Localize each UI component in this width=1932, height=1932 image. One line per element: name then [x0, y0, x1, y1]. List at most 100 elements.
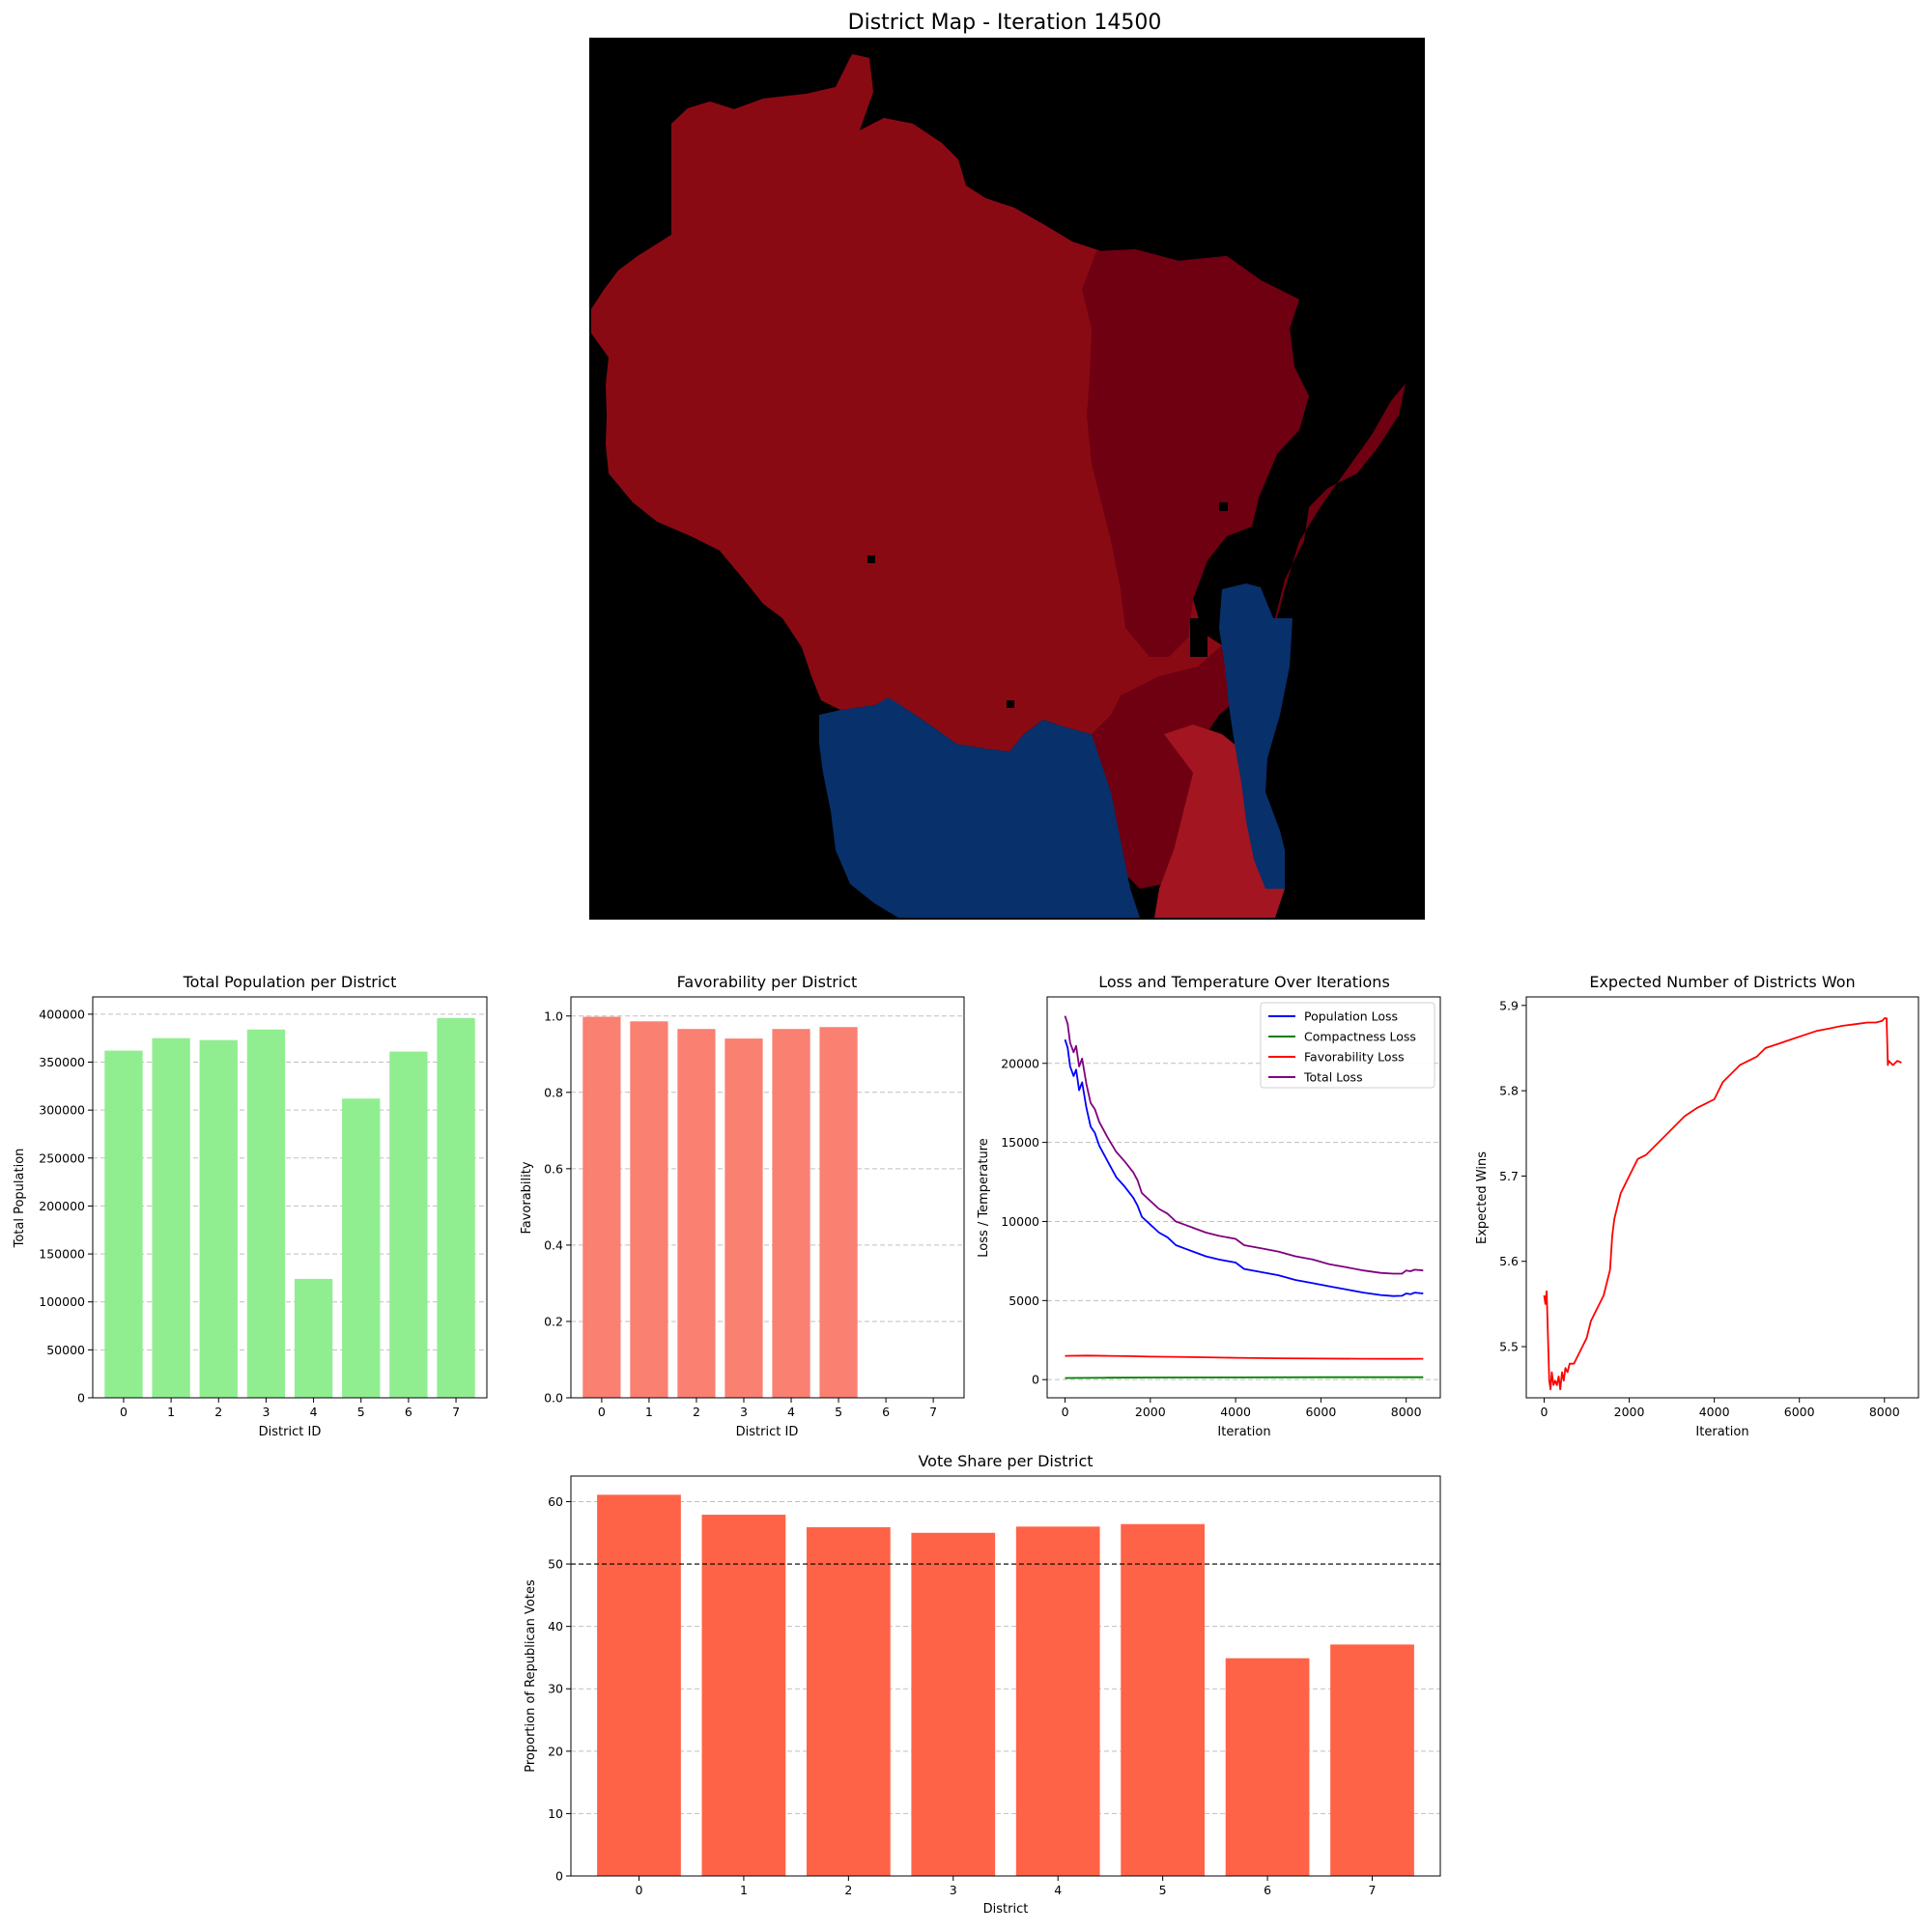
fav-x-tick-label: 4	[787, 1405, 795, 1419]
pop-bar	[294, 1278, 333, 1398]
fav-bar	[772, 1029, 810, 1398]
population-x-axis-label: District ID	[259, 1425, 322, 1439]
vote-share-chart-title: Vote Share per District	[918, 1452, 1093, 1470]
loss-y-tick-label: 5000	[1009, 1293, 1039, 1308]
expected-wins-y-axis-label: Expected Wins	[1475, 1151, 1490, 1244]
favorability-chart-title: Favorability per District	[677, 973, 858, 991]
vote-y-tick-label: 40	[548, 1619, 563, 1634]
loss-series-line-0	[1064, 1038, 1424, 1297]
vote-bar	[597, 1494, 681, 1876]
wins-x-tick-label: 2000	[1614, 1405, 1645, 1419]
vote-x-tick-label: 3	[950, 1883, 957, 1897]
pop-bar	[104, 1050, 143, 1398]
district-region-dark-red-east	[1082, 249, 1309, 657]
vote-share-chart: Vote Share per District 0 10 20 30 40 50 60 0 1…	[524, 1452, 1441, 1917]
fav-bar	[677, 1029, 716, 1398]
vote-x-tick-label: 6	[1264, 1883, 1271, 1897]
fav-x-tick-label: 6	[882, 1405, 890, 1419]
pop-bar	[437, 1017, 475, 1398]
wins-x-tick-label: 8000	[1869, 1405, 1900, 1419]
wins-y-tick-label: 5.7	[1499, 1169, 1519, 1183]
loss-series-line-3	[1064, 1015, 1424, 1275]
district-region-blue-southwest	[819, 697, 1140, 918]
district-map-regions	[591, 54, 1406, 918]
loss-chart-title: Loss and Temperature Over Iterations	[1098, 973, 1390, 991]
wins-x-tick-label: 0	[1541, 1405, 1548, 1419]
pop-x-tick-label: 5	[357, 1405, 365, 1419]
loss-x-tick-label: 8000	[1391, 1405, 1422, 1419]
favorability-chart: Favorability per District 0.0 0.2 0.4 0.6 0.…	[520, 973, 965, 1439]
pop-bar	[389, 1051, 428, 1398]
expected-wins-chart: Expected Number of Districts Won 5.5 5.6 5…	[1475, 973, 1919, 1439]
expected-wins-chart-title: Expected Number of Districts Won	[1589, 973, 1855, 991]
pop-y-tick-label: 0	[77, 1391, 85, 1406]
pop-x-tick-label: 1	[167, 1405, 175, 1419]
fav-x-tick-label: 7	[929, 1405, 937, 1419]
fav-y-tick-label: 0.6	[544, 1161, 563, 1176]
fav-bar	[630, 1021, 668, 1398]
vote-bar	[1225, 1658, 1310, 1876]
map-hole	[1219, 502, 1228, 511]
vote-share-y-axis-label: Proportion of Republican Votes	[524, 1579, 538, 1773]
fav-x-tick-label: 5	[835, 1405, 842, 1419]
vote-x-tick-label: 2	[844, 1883, 852, 1897]
loss-y-tick-label: 15000	[1001, 1135, 1039, 1150]
wins-y-tick-label: 5.9	[1499, 998, 1519, 1012]
loss-legend-label: Total Loss	[1303, 1070, 1363, 1085]
pop-y-tick-label: 200000	[39, 1199, 85, 1213]
fav-y-tick-label: 0.8	[544, 1085, 563, 1099]
wins-y-tick-label: 5.8	[1499, 1084, 1519, 1098]
favorability-plot-frame	[570, 996, 965, 1399]
loss-y-axis-label: Loss / Temperature	[977, 1138, 991, 1258]
pop-bar	[342, 1098, 381, 1398]
fav-y-tick-label: 1.0	[544, 1009, 563, 1023]
pop-y-tick-label: 150000	[39, 1247, 85, 1262]
pop-x-tick-label: 0	[120, 1405, 128, 1419]
pop-y-tick-label: 350000	[39, 1055, 85, 1069]
loss-legend-box	[1260, 1002, 1435, 1089]
population-plot-frame	[92, 996, 488, 1399]
fav-x-tick-label: 0	[598, 1405, 606, 1419]
fav-bar	[819, 1027, 858, 1398]
pop-x-tick-label: 2	[214, 1405, 222, 1419]
vote-y-tick-label: 0	[555, 1869, 563, 1884]
favorability-x-axis-label: District ID	[736, 1425, 799, 1439]
population-chart: Total Population per District 0 50000 1000…	[13, 973, 488, 1439]
wins-x-tick-label: 4000	[1699, 1405, 1730, 1419]
pop-y-tick-label: 100000	[39, 1294, 85, 1309]
pop-bar	[152, 1037, 190, 1398]
pop-x-tick-label: 4	[310, 1405, 318, 1419]
expected-wins-x-axis-label: Iteration	[1695, 1425, 1748, 1439]
fav-y-tick-label: 0.4	[544, 1237, 563, 1252]
loss-x-axis-label: Iteration	[1217, 1425, 1270, 1439]
vote-x-tick-label: 7	[1369, 1883, 1377, 1897]
fav-bar	[724, 1038, 763, 1398]
loss-chart: Loss and Temperature Over Iterations 0 50…	[977, 973, 1441, 1439]
favorability-y-axis-label: Favorability	[520, 1161, 534, 1234]
loss-plot-frame	[1046, 996, 1441, 1399]
vote-y-tick-label: 10	[548, 1806, 563, 1821]
loss-x-tick-label: 6000	[1305, 1405, 1336, 1419]
pop-x-tick-label: 6	[405, 1405, 412, 1419]
vote-y-tick-label: 50	[548, 1557, 563, 1572]
district-region-peninsula	[1256, 384, 1406, 667]
vote-bar	[1015, 1526, 1100, 1876]
loss-series-line-2	[1065, 1354, 1424, 1360]
expected-wins-plot-frame	[1525, 996, 1919, 1399]
vote-bar	[1121, 1523, 1206, 1876]
fav-x-tick-label: 3	[740, 1405, 748, 1419]
loss-y-tick-label: 20000	[1001, 1056, 1039, 1070]
fav-y-tick-label: 0.2	[544, 1314, 563, 1328]
vote-y-tick-label: 60	[548, 1494, 563, 1509]
vote-bar	[1330, 1644, 1414, 1876]
vote-x-tick-label: 5	[1159, 1883, 1167, 1897]
vote-share-x-axis-label: District	[983, 1902, 1029, 1917]
vote-bar	[806, 1526, 891, 1876]
map-title: District Map - Iteration 14500	[848, 11, 1162, 35]
loss-x-tick-label: 2000	[1135, 1405, 1166, 1419]
loss-x-tick-label: 4000	[1220, 1405, 1251, 1419]
fav-bar	[582, 1016, 621, 1398]
loss-y-tick-label: 10000	[1001, 1214, 1039, 1229]
vote-bar	[911, 1532, 996, 1876]
